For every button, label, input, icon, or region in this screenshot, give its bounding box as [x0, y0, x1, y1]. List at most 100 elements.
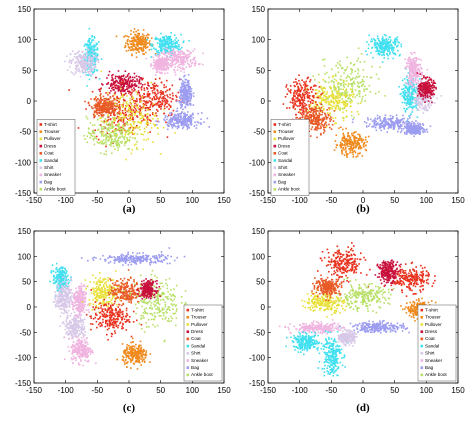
- data-point: [100, 130, 103, 133]
- data-point: [186, 56, 189, 59]
- data-point: [425, 99, 428, 101]
- data-point: [170, 66, 172, 68]
- data-point: [345, 154, 348, 157]
- data-point: [145, 40, 147, 43]
- data-point: [149, 97, 151, 99]
- data-point: [409, 101, 412, 103]
- data-point: [154, 85, 157, 88]
- data-point: [124, 44, 127, 47]
- data-point: [190, 96, 192, 99]
- data-point: [120, 84, 123, 87]
- data-point: [72, 58, 75, 61]
- data-point: [89, 51, 91, 54]
- data-point: [311, 99, 313, 101]
- data-point: [346, 56, 348, 59]
- data-point: [178, 78, 181, 81]
- data-point: [96, 57, 98, 59]
- data-point: [156, 66, 158, 69]
- data-point: [161, 56, 164, 59]
- data-point: [144, 40, 146, 43]
- data-point: [170, 41, 173, 43]
- data-point: [387, 50, 389, 53]
- data-point: [188, 119, 191, 122]
- data-point: [173, 52, 175, 55]
- data-point: [133, 28, 136, 30]
- data-point: [83, 45, 86, 47]
- data-point: [88, 41, 91, 43]
- data-point: [167, 67, 170, 69]
- data-point: [150, 86, 152, 89]
- data-point: [76, 55, 79, 58]
- data-point: [340, 92, 343, 95]
- data-point: [128, 81, 131, 84]
- data-point: [133, 38, 136, 41]
- data-point: [194, 64, 196, 66]
- data-point: [318, 86, 321, 88]
- data-point: [188, 65, 191, 68]
- data-point: [70, 71, 73, 73]
- data-point: [335, 101, 338, 103]
- data-point: [121, 104, 123, 106]
- data-point: [301, 79, 303, 82]
- data-point: [105, 97, 107, 100]
- data-point: [157, 133, 160, 135]
- data-point: [358, 95, 361, 98]
- data-point: [149, 65, 152, 68]
- y-tick-label: 150: [252, 5, 266, 14]
- data-point: [132, 36, 135, 38]
- data-point: [339, 99, 341, 102]
- data-point: [182, 108, 184, 111]
- data-point: [422, 107, 425, 109]
- data-point: [166, 115, 169, 118]
- data-point: [183, 75, 185, 78]
- data-point: [92, 135, 94, 137]
- data-point: [338, 86, 340, 88]
- data-point: [101, 114, 104, 117]
- data-point: [172, 60, 175, 63]
- data-point: [352, 93, 355, 95]
- data-point: [100, 87, 102, 90]
- data-point: [165, 59, 168, 61]
- data-point: [290, 89, 292, 91]
- data-point: [72, 50, 74, 52]
- data-point: [367, 43, 370, 46]
- data-point: [97, 97, 99, 100]
- data-point: [361, 155, 364, 157]
- data-point: [142, 103, 145, 105]
- data-point: [98, 104, 101, 107]
- data-point: [137, 127, 139, 129]
- x-tick-label: 0: [361, 196, 366, 205]
- data-point: [139, 77, 141, 79]
- data-point: [416, 108, 419, 110]
- data-point: [170, 105, 172, 108]
- data-point: [385, 42, 388, 44]
- data-point: [68, 59, 71, 62]
- data-point: [190, 94, 192, 97]
- data-point: [131, 133, 134, 135]
- data-point: [352, 151, 354, 153]
- data-point: [70, 61, 73, 64]
- data-point: [94, 54, 97, 56]
- data-point: [154, 65, 157, 68]
- data-point: [337, 90, 340, 92]
- data-point: [168, 122, 170, 125]
- data-point: [91, 35, 93, 37]
- data-point: [369, 40, 372, 43]
- data-point: [136, 140, 138, 143]
- data-point: [116, 96, 118, 99]
- data-point: [418, 93, 420, 96]
- data-point: [383, 47, 386, 50]
- data-point: [313, 85, 315, 87]
- data-point: [163, 37, 166, 40]
- data-point: [99, 152, 102, 154]
- data-point: [297, 95, 299, 97]
- data-point: [64, 60, 66, 63]
- data-point: [346, 139, 348, 141]
- data-point: [301, 94, 304, 96]
- data-point: [146, 94, 149, 97]
- data-point: [404, 67, 406, 69]
- data-point: [358, 75, 361, 78]
- data-point: [93, 36, 96, 38]
- data-point: [117, 144, 119, 146]
- data-point: [87, 127, 90, 129]
